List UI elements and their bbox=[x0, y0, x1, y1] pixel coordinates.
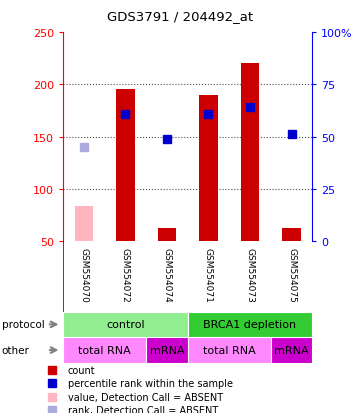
Bar bbox=[116, 89, 135, 242]
Text: value, Detection Call = ABSENT: value, Detection Call = ABSENT bbox=[68, 392, 223, 401]
Bar bbox=[282, 228, 301, 242]
Text: GSM554070: GSM554070 bbox=[79, 247, 88, 302]
Bar bbox=[271, 337, 312, 363]
Text: other: other bbox=[2, 345, 30, 355]
Text: control: control bbox=[106, 320, 145, 330]
Bar bbox=[146, 337, 188, 363]
Text: GSM554075: GSM554075 bbox=[287, 247, 296, 302]
Text: percentile rank within the sample: percentile rank within the sample bbox=[68, 378, 233, 388]
Text: BRCA1 depletion: BRCA1 depletion bbox=[204, 320, 296, 330]
Bar bbox=[63, 312, 188, 337]
Text: mRNA: mRNA bbox=[150, 345, 184, 355]
Text: GSM554072: GSM554072 bbox=[121, 247, 130, 302]
Bar bbox=[158, 228, 176, 242]
Text: mRNA: mRNA bbox=[274, 345, 309, 355]
Text: rank, Detection Call = ABSENT: rank, Detection Call = ABSENT bbox=[68, 405, 218, 413]
Text: GSM554074: GSM554074 bbox=[162, 247, 171, 302]
Text: total RNA: total RNA bbox=[203, 345, 256, 355]
Text: count: count bbox=[68, 365, 96, 375]
Bar bbox=[241, 64, 259, 242]
Bar bbox=[75, 206, 93, 242]
Bar bbox=[188, 337, 271, 363]
Bar bbox=[188, 312, 312, 337]
Text: GSM554071: GSM554071 bbox=[204, 247, 213, 302]
Bar bbox=[63, 337, 146, 363]
Text: GDS3791 / 204492_at: GDS3791 / 204492_at bbox=[108, 10, 253, 23]
Text: total RNA: total RNA bbox=[78, 345, 131, 355]
Text: GSM554073: GSM554073 bbox=[245, 247, 255, 302]
Text: protocol: protocol bbox=[2, 320, 44, 330]
Bar bbox=[199, 95, 218, 242]
